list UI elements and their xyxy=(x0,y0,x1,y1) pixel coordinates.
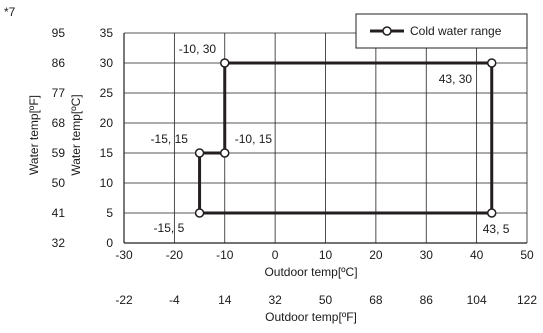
y-tick-label-secondary: 68 xyxy=(52,116,66,130)
x-tick-label: 0 xyxy=(272,248,279,262)
x-tick-label-secondary: 32 xyxy=(268,293,282,307)
point-labels: -10, 30 43, 30 43, 5 -15, 5 -15, 15 -10, 15 xyxy=(151,42,510,236)
x-tick-label: -20 xyxy=(166,248,184,262)
y-tick-label-secondary: 41 xyxy=(52,206,66,220)
x-tick-label-secondary: -22 xyxy=(115,293,133,307)
y-tick-label: 10 xyxy=(100,176,114,190)
y-axis-title: Water temp[ºC] xyxy=(69,94,83,175)
legend-marker-swatch xyxy=(382,26,392,36)
y-tick-label: 30 xyxy=(100,56,114,70)
chart-note: *7 xyxy=(4,5,16,19)
x-tick-label: -30 xyxy=(115,248,133,262)
y-tick-label: 20 xyxy=(100,116,114,130)
x-tick-label-secondary: 104 xyxy=(467,293,487,307)
x-tick-label: 20 xyxy=(369,248,383,262)
x-tick-label-secondary: 68 xyxy=(369,293,383,307)
data-label: 43, 5 xyxy=(483,222,510,236)
data-label: -10, 15 xyxy=(235,132,273,146)
y-tick-label: 25 xyxy=(100,86,114,100)
x-tick-label-secondary: -4 xyxy=(169,293,180,307)
x-axis-title-secondary: Outdoor temp[ºF] xyxy=(265,310,357,324)
axes: -30-22-20-4-1014032105020683086401045012… xyxy=(52,26,538,307)
y-tick-label: 15 xyxy=(100,146,114,160)
x-tick-label-secondary: 86 xyxy=(420,293,434,307)
y-tick-label-secondary: 59 xyxy=(52,146,66,160)
legend-label: Cold water range xyxy=(410,24,502,38)
y-tick-label-secondary: 77 xyxy=(52,86,66,100)
legend: Cold water range xyxy=(355,13,528,49)
series xyxy=(194,58,497,218)
x-axis-title: Outdoor temp[ºC] xyxy=(264,265,357,279)
x-tick-label-secondary: 14 xyxy=(218,293,232,307)
data-point xyxy=(194,148,205,158)
x-tick-label: 10 xyxy=(319,248,333,262)
y-tick-label-secondary: 32 xyxy=(52,236,66,250)
y-tick-label: 5 xyxy=(106,206,113,220)
data-label: -15, 15 xyxy=(151,132,189,146)
data-point xyxy=(486,58,497,68)
data-point xyxy=(486,208,497,218)
data-point xyxy=(220,148,230,158)
x-tick-label: 40 xyxy=(470,248,484,262)
data-label: 43, 30 xyxy=(439,72,473,86)
x-tick-label-secondary: 122 xyxy=(517,293,537,307)
x-tick-label-secondary: 50 xyxy=(319,293,333,307)
x-tick-label: 50 xyxy=(520,248,534,262)
y-tick-label: 35 xyxy=(100,26,114,40)
data-point xyxy=(194,208,205,218)
y-tick-label: 0 xyxy=(106,236,113,250)
y-tick-label-secondary: 50 xyxy=(52,176,66,190)
data-label: -10, 30 xyxy=(179,42,217,56)
data-point xyxy=(220,58,230,68)
y-tick-label-secondary: 86 xyxy=(52,56,66,70)
y-axis-title-secondary: Water temp[ºF] xyxy=(27,95,41,175)
x-tick-label: -10 xyxy=(216,248,234,262)
data-label: -15, 5 xyxy=(154,221,185,235)
y-tick-label-secondary: 95 xyxy=(52,26,66,40)
x-tick-label: 30 xyxy=(420,248,434,262)
